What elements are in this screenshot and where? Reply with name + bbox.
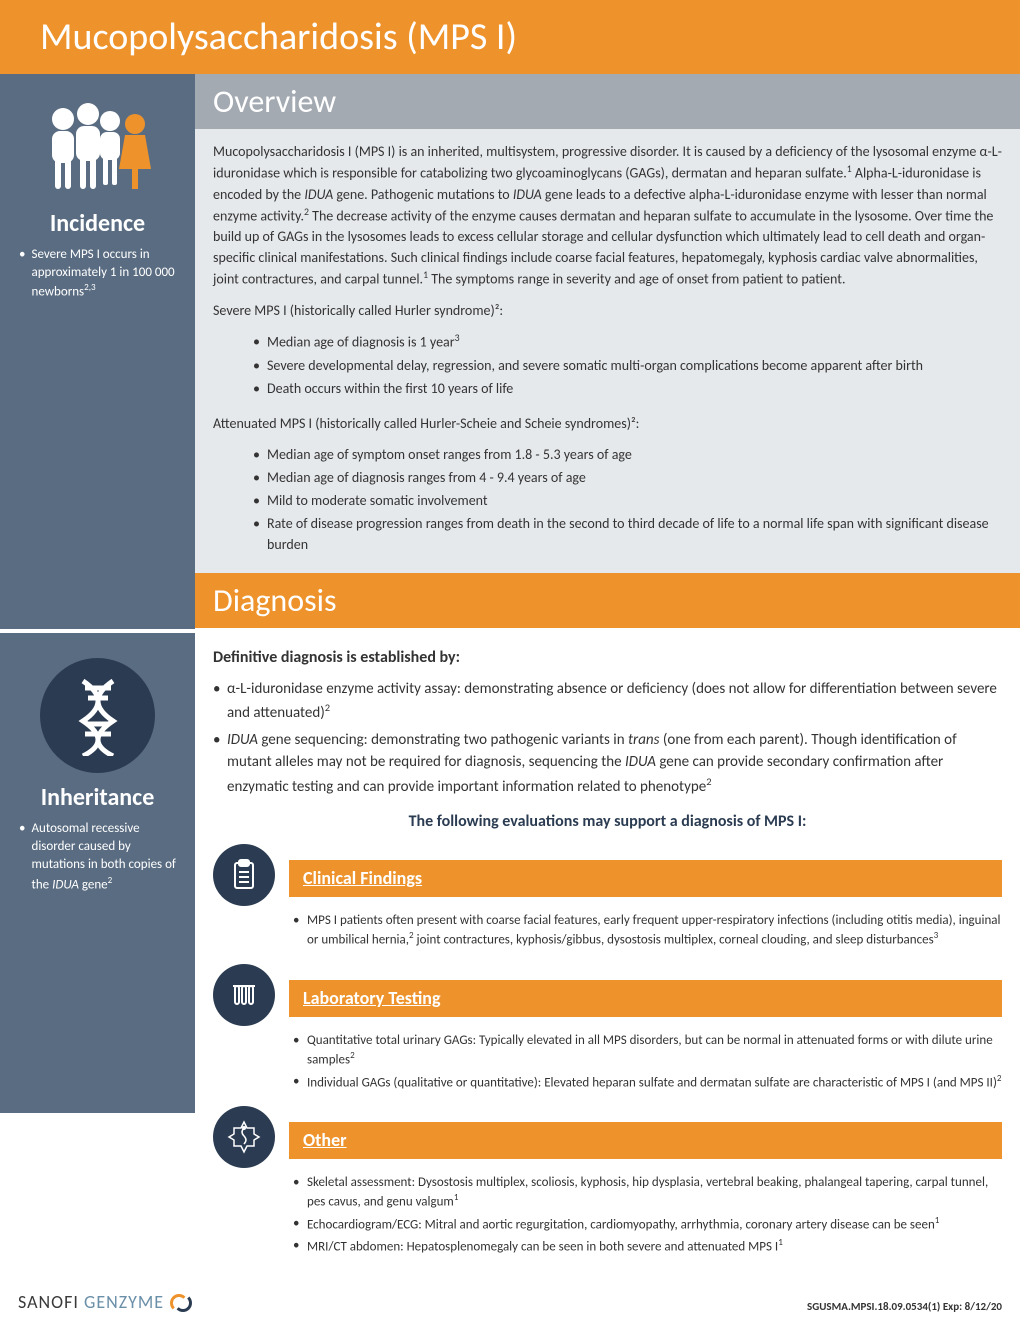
list-item: Median age of symptom onset ranges from … xyxy=(253,444,1002,465)
diagnosis-support-line: The following evaluations may support a … xyxy=(213,810,1002,834)
overview-heading: Overview xyxy=(195,74,1020,129)
diagnosis-heading: Diagnosis xyxy=(195,573,1020,628)
list-item: Median age of diagnosis ranges from 4 - … xyxy=(253,467,1002,488)
section-content: MPS I patients often present with coarse… xyxy=(213,912,1002,950)
section-title: Clinical Findings xyxy=(289,860,1002,897)
list-item: MPS I patients often present with coarse… xyxy=(293,912,1002,950)
list-item: Mild to moderate somatic involvement xyxy=(253,490,1002,511)
logo-swirl-icon xyxy=(170,1292,192,1308)
atten-intro: Attenuated MPS I (historically called Hu… xyxy=(213,413,1002,434)
main-content: Overview Mucopolysaccharidosis I (MPS I)… xyxy=(195,74,1020,1287)
section-title: Other xyxy=(289,1122,1002,1159)
people-icon xyxy=(38,99,158,199)
incidence-block: Incidence Severe MPS I occurs in approxi… xyxy=(0,74,195,629)
severe-intro: Severe MPS I (historically called Hurler… xyxy=(213,300,1002,321)
diagnosis-bullet: α-L-iduronidase enzyme activity assay: d… xyxy=(213,678,1002,725)
dna-icon xyxy=(40,658,155,773)
list-item: Quantitative total urinary GAGs: Typical… xyxy=(293,1032,1002,1070)
severe-list: Median age of diagnosis is 1 year3Severe… xyxy=(213,331,1002,399)
section-content: Quantitative total urinary GAGs: Typical… xyxy=(213,1032,1002,1092)
sidebar: Incidence Severe MPS I occurs in approxi… xyxy=(0,74,195,1287)
diag-section-medical: Other xyxy=(213,1106,1002,1168)
list-item: Rate of disease progression ranges from … xyxy=(253,513,1002,555)
list-item: MRI/CT abdomen: Hepatosplenomegaly can b… xyxy=(293,1237,1002,1257)
list-item: Echocardiogram/ECG: Mitral and aortic re… xyxy=(293,1215,1002,1235)
inheritance-block: Inheritance Autosomal recessive disorder… xyxy=(0,633,195,1113)
list-item: Skeletal assessment: Dysostosis multiple… xyxy=(293,1174,1002,1212)
list-item: Individual GAGs (qualitative or quantita… xyxy=(293,1073,1002,1093)
inheritance-text: Autosomal recessive disorder caused by m… xyxy=(15,820,180,894)
inheritance-title: Inheritance xyxy=(15,783,180,812)
overview-body: Mucopolysaccharidosis I (MPS I) is an in… xyxy=(195,129,1020,573)
medical-icon xyxy=(213,1106,275,1168)
list-item: Severe developmental delay, regression, … xyxy=(253,355,1002,376)
section-content: Skeletal assessment: Dysostosis multiple… xyxy=(213,1174,1002,1257)
sanofi-logo: SANOFI GENZYME xyxy=(18,1291,192,1313)
footer-code: SGUSMA.MPSI.18.09.0534(1) Exp: 8/12/20 xyxy=(807,1300,1002,1313)
list-item: Median age of diagnosis is 1 year3 xyxy=(253,331,1002,353)
diag-section-tubes: Laboratory Testing xyxy=(213,964,1002,1026)
page-title: Mucopolysaccharidosis (MPS I) xyxy=(0,0,1020,74)
incidence-text: Severe MPS I occurs in approximately 1 i… xyxy=(15,246,180,302)
list-item: Death occurs within the first 10 years o… xyxy=(253,378,1002,399)
atten-list: Median age of symptom onset ranges from … xyxy=(213,444,1002,555)
diagnosis-bullet: IDUA gene sequencing: demonstrating two … xyxy=(213,729,1002,799)
footer: SANOFI GENZYME SGUSMA.MPSI.18.09.0534(1)… xyxy=(0,1287,1020,1325)
diagnosis-subheading: Definitive diagnosis is established by: xyxy=(213,646,1002,670)
incidence-title: Incidence xyxy=(15,209,180,238)
section-title: Laboratory Testing xyxy=(289,980,1002,1017)
tubes-icon xyxy=(213,964,275,1026)
diagnosis-body: Definitive diagnosis is established by: … xyxy=(195,628,1020,1287)
overview-paragraph: Mucopolysaccharidosis I (MPS I) is an in… xyxy=(213,141,1002,290)
clipboard-icon xyxy=(213,844,275,906)
diag-section-clipboard: Clinical Findings xyxy=(213,844,1002,906)
